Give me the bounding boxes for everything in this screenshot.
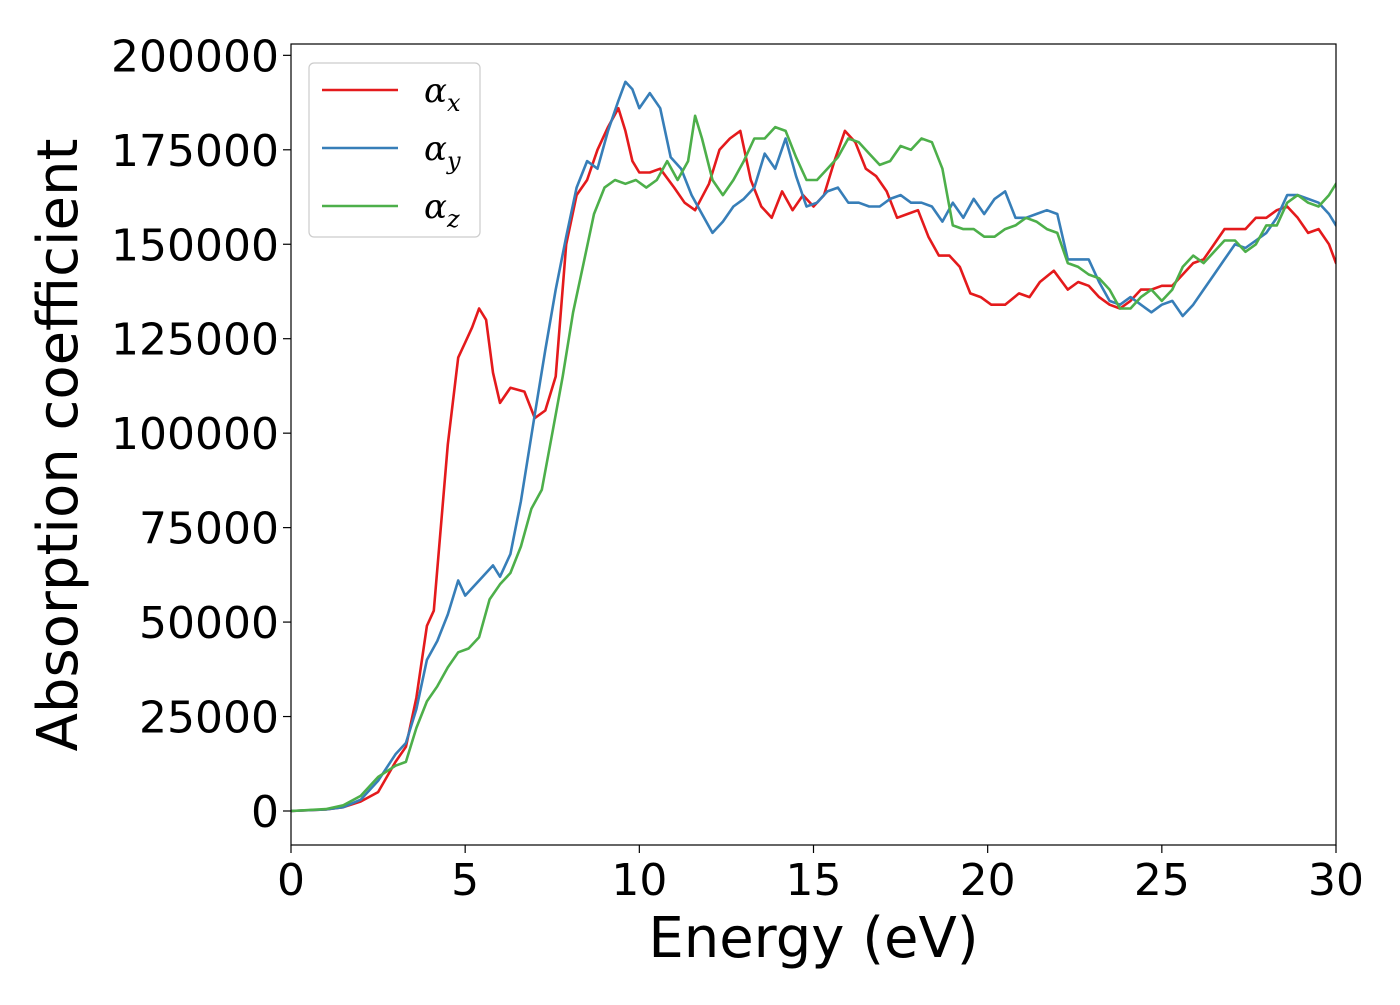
y-tick-label: 75000 (139, 504, 279, 555)
x-tick-label: 20 (960, 855, 1016, 906)
x-tick-label: 25 (1134, 855, 1190, 906)
y-tick-label: 200000 (111, 31, 279, 82)
legend-subscript: x (447, 89, 461, 117)
legend-label-alpha-z: αz (424, 187, 460, 233)
legend-label-alpha-x: αx (424, 71, 461, 117)
y-tick-label: 100000 (111, 409, 279, 460)
legend-frame (308, 62, 481, 238)
y-tick-label: 25000 (139, 693, 279, 744)
legend-symbol: α (424, 71, 447, 111)
y-tick-label: 175000 (111, 126, 279, 177)
series-layer (291, 80, 1336, 813)
x-tick-label: 0 (277, 855, 305, 906)
legend-label-alpha-y: αy (424, 129, 461, 175)
x-tick-label: 30 (1308, 855, 1364, 906)
y-tick-label: 150000 (111, 220, 279, 271)
series-line-alpha-y (291, 80, 1336, 813)
x-axis-title: Energy (eV) (648, 906, 978, 971)
y-tick-label: 125000 (111, 315, 279, 366)
y-axis-title: Absorption coefficient (26, 139, 91, 752)
x-tick-label: 10 (611, 855, 667, 906)
y-tick-label: 0 (251, 787, 279, 838)
legend-subscript: y (446, 147, 461, 175)
series-line-alpha-z (291, 114, 1336, 813)
x-tick-label: 5 (451, 855, 479, 906)
y-tick-label: 50000 (139, 598, 279, 649)
legend-symbol: α (424, 129, 447, 169)
x-tick-label: 15 (786, 855, 842, 906)
legend-symbol: α (424, 187, 447, 227)
legend-subscript: z (446, 205, 460, 233)
y-axis: 0 25000 50000 75000 100000 125000 150000 175000… (111, 31, 291, 838)
x-axis: 0 5 10 15 20 25 30 (277, 845, 1364, 906)
